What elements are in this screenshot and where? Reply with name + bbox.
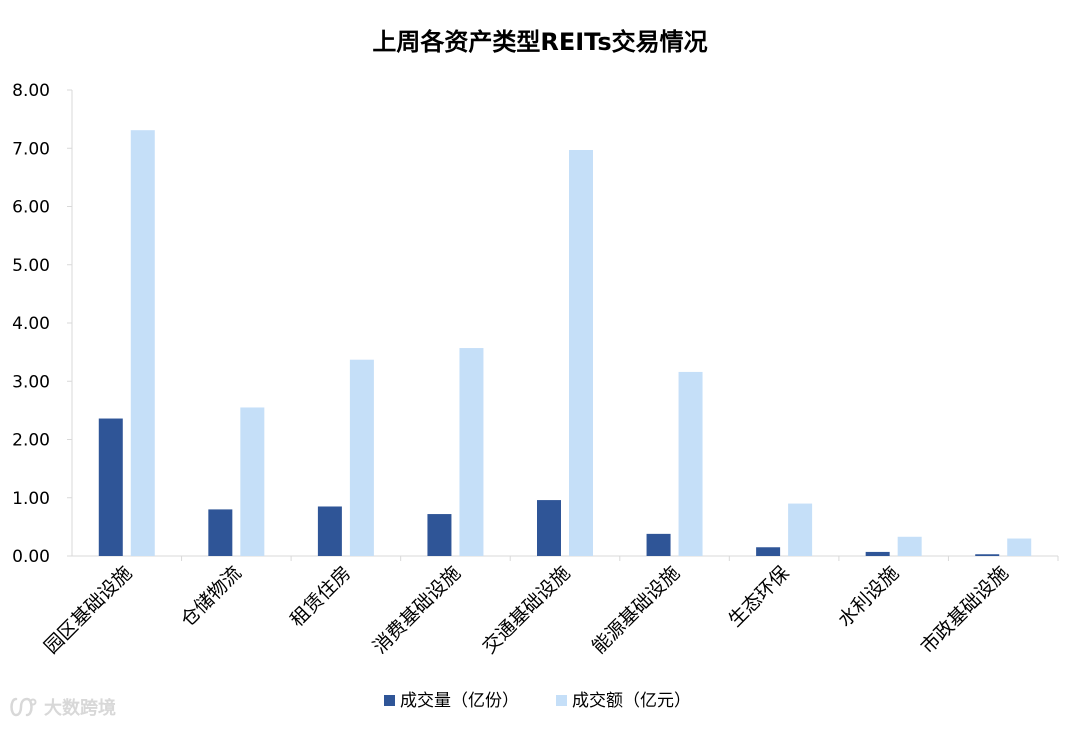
y-tick-label: 4.00 xyxy=(12,314,50,334)
logo-icon xyxy=(8,696,38,718)
bar xyxy=(788,504,812,556)
bar xyxy=(99,419,123,556)
bar xyxy=(866,552,890,556)
legend-swatch xyxy=(384,695,395,706)
bar xyxy=(427,514,451,556)
x-tick-label: 水利设施 xyxy=(834,562,903,631)
x-tick-label: 消费基础设施 xyxy=(369,562,465,658)
x-tick-label: 能源基础设施 xyxy=(588,562,684,658)
bar xyxy=(569,150,593,556)
bar xyxy=(318,506,342,556)
watermark-text: 大数跨境 xyxy=(44,694,116,720)
legend-label: 成交额（亿元） xyxy=(572,691,691,711)
bar xyxy=(537,500,561,556)
legend-swatch xyxy=(556,695,567,706)
bar xyxy=(679,372,703,556)
y-tick-label: 3.00 xyxy=(12,372,50,392)
bar xyxy=(240,407,264,556)
watermark: 大数跨境 xyxy=(8,694,116,720)
x-tick-label: 租赁住房 xyxy=(286,562,355,631)
bar xyxy=(131,130,155,556)
y-tick-label: 2.00 xyxy=(12,431,50,451)
labels-layer: 0.00 1.00 2.00 3.00 4.00 5.00 6.00 7.00 8.00 园区基础… xyxy=(12,81,1013,658)
bar xyxy=(975,554,999,556)
bar xyxy=(459,348,483,556)
x-tick-label: 生态环保 xyxy=(724,562,793,631)
y-tick-label: 1.00 xyxy=(12,489,50,509)
x-tick-label: 园区基础设施 xyxy=(40,562,136,658)
axes-layer xyxy=(67,90,1058,561)
legend-label: 成交量（亿份） xyxy=(400,691,519,711)
bar xyxy=(1007,539,1031,556)
y-tick-label: 7.00 xyxy=(12,139,50,159)
bar xyxy=(647,534,671,556)
bar xyxy=(350,360,374,556)
x-tick-label: 交通基础设施 xyxy=(478,562,574,658)
y-tick-label: 8.00 xyxy=(12,81,50,101)
y-tick-label: 0.00 xyxy=(12,547,50,567)
y-tick-label: 6.00 xyxy=(12,198,50,218)
x-tick-label: 市政基础设施 xyxy=(917,562,1013,658)
y-tick-label: 5.00 xyxy=(12,256,50,276)
legend-layer: 成交量（亿份） 成交额（亿元） xyxy=(384,691,691,711)
bars-layer xyxy=(99,130,1031,556)
bar xyxy=(756,547,780,556)
x-tick-label: 仓储物流 xyxy=(177,562,246,631)
bar xyxy=(208,509,232,556)
bar xyxy=(898,537,922,556)
